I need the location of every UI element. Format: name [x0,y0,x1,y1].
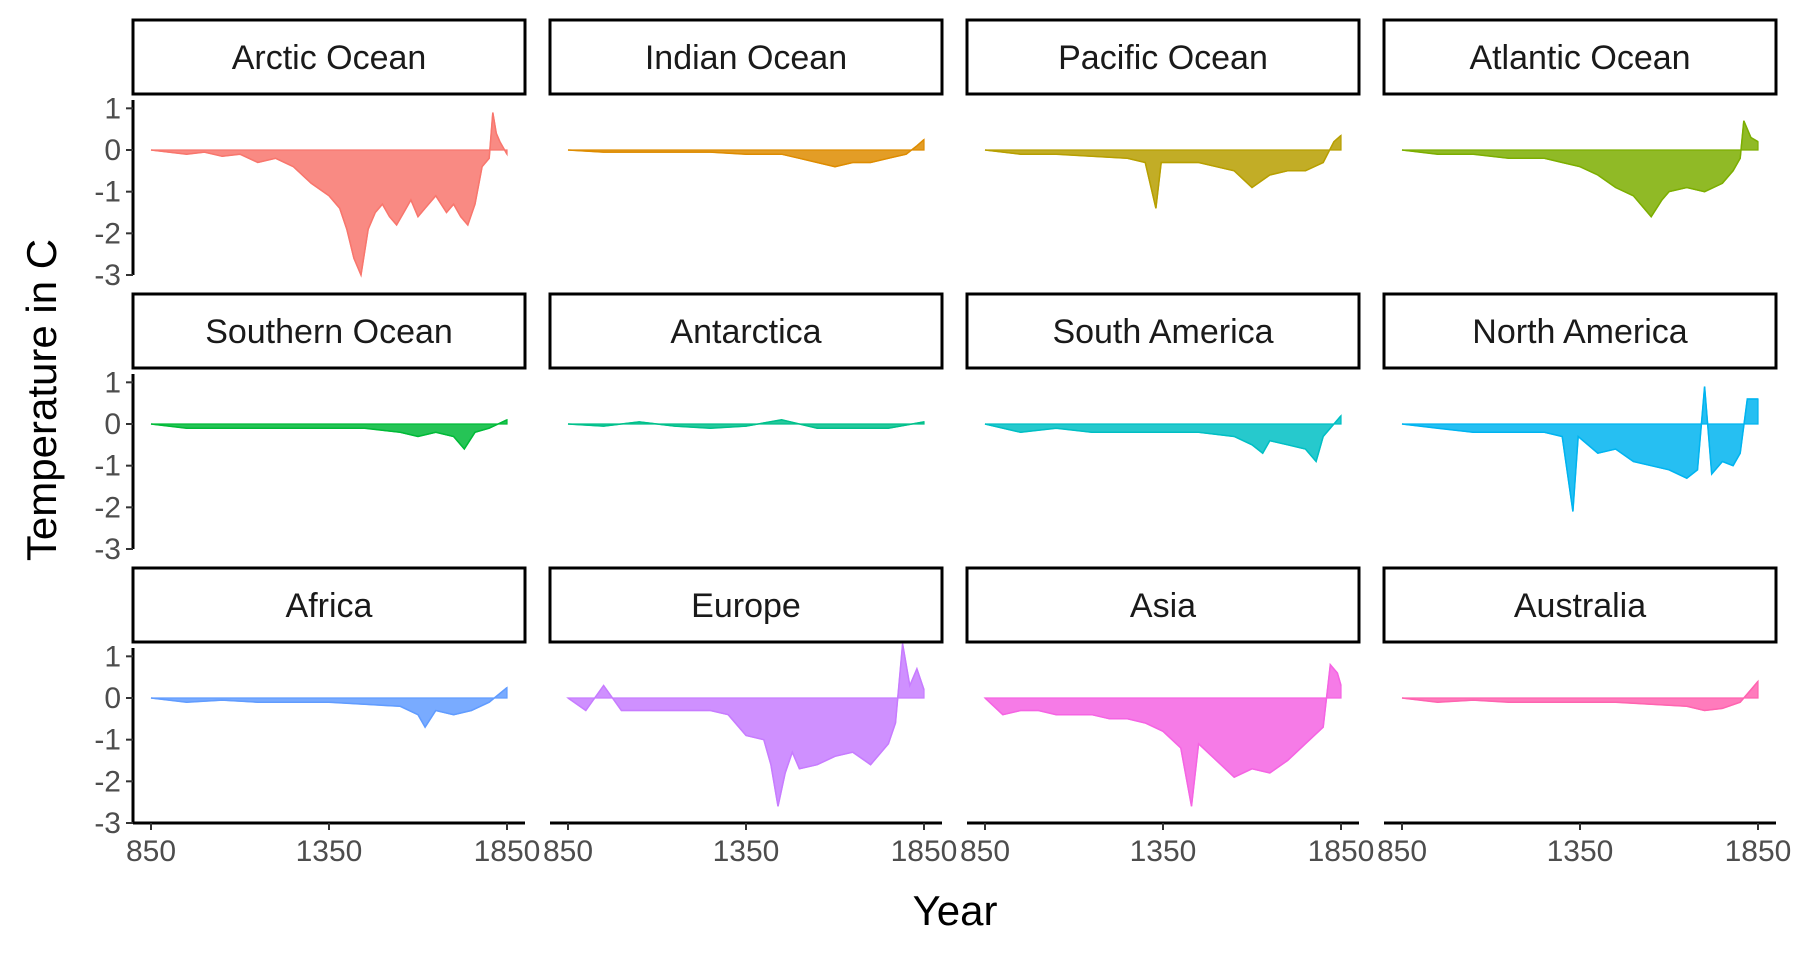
series-line-europe [567,643,925,807]
x-tick-label: 1350 [713,835,780,868]
x-tick-label: 1850 [1725,835,1792,868]
series-area-atlantic-ocean [1401,120,1759,218]
series-line-arctic-ocean [150,112,508,278]
facet-strip [1382,566,1778,644]
facet-strip-label: South America [1052,313,1273,351]
y-tick-label: 0 [104,682,121,715]
facet-pacific-ocean: Pacific Ocean [965,18,1361,209]
series-line-antarctica [567,419,925,429]
y-tick-label: -1 [94,176,121,209]
y-tick-label: -2 [94,217,121,250]
y-tick-label: 0 [104,408,121,441]
y-axis-title: Temperature in C [18,239,65,561]
series-area-asia [983,663,1342,807]
x-tick-label: 1350 [1130,835,1197,868]
facet-strip [965,566,1361,644]
facet-arctic-ocean: Arctic Ocean 1 0 -1 -2 -3 [94,18,527,292]
x-axis-title: Year [913,887,998,934]
x-tick-label: 1850 [1308,835,1375,868]
series-area-australia [1401,679,1759,712]
y-tick-label: 1 [104,366,121,399]
series-area-southern-ocean [150,418,508,451]
x-tick-label: 850 [1377,835,1427,868]
y-tick-label: 0 [104,134,121,167]
facet-antarctica: Antarctica [548,292,944,429]
series-line-south-america [984,415,1342,464]
series-line-asia [984,662,1342,807]
facet-strip-label: Africa [286,587,373,625]
facet-strip [548,566,944,644]
x-tick-label: 1350 [296,835,363,868]
facet-strip-label: Arctic Ocean [232,39,427,77]
series-line-indian-ocean [567,139,925,168]
y-tick-label: -3 [94,259,121,292]
x-tick-label: 850 [126,835,176,868]
facet-australia: Australia [1382,566,1778,712]
x-tick-label: 1350 [1547,835,1614,868]
facet-strip [965,18,1361,96]
series-line-north-america [1401,386,1758,512]
x-tick-label: 1850 [891,835,958,868]
facet-strip-label: Europe [691,587,801,625]
y-tick-label: 1 [104,640,121,673]
facet-southern-ocean: Southern Ocean 1 0 -1 -2 -3 [94,292,527,566]
y-tick-label: -3 [94,533,121,566]
facet-strip-label: North America [1472,313,1687,351]
y-tick-label: -1 [94,450,121,483]
facet-strip-label: Pacific Ocean [1058,39,1268,77]
facet-atlantic-ocean: Atlantic Ocean [1382,18,1778,218]
series-line-australia [1401,680,1759,712]
facet-strip-label: Atlantic Ocean [1469,39,1690,77]
facet-strip [1382,18,1778,96]
facet-indian-ocean: Indian Ocean [548,18,944,168]
series-area-africa [150,686,508,729]
series-area-europe [566,643,925,807]
facet-strip-label: Asia [1130,587,1196,625]
facet-strip [131,292,527,370]
series-area-north-america [1401,386,1759,512]
facet-strip-label: Indian Ocean [645,39,847,77]
facet-strip [965,292,1361,370]
series-line-africa [150,687,508,729]
series-line-atlantic-ocean [1401,120,1759,218]
x-tick-label: 1850 [474,835,541,868]
series-area-arctic-ocean [150,112,508,278]
x-tick-label: 850 [543,835,593,868]
series-area-pacific-ocean [984,134,1342,209]
facet-south-america: South America [965,292,1361,464]
facet-strip-label: Australia [1514,587,1646,625]
facet-strip [131,18,527,96]
facet-europe: Europe [548,566,944,807]
facet-strip [548,292,944,370]
series-line-southern-ocean [150,419,508,451]
facet-panels: Arctic Ocean 1 0 -1 -2 -3 Indian Ocean Pacific … [94,18,1778,840]
facet-strip [548,18,944,96]
x-axis-ticks: 850 1350 1850 850 1350 1850 850 1350 1850 850 1350… [126,821,1792,868]
facet-strip [131,566,527,644]
facet-asia: Asia [965,566,1361,807]
series-line-pacific-ocean [984,134,1342,209]
y-tick-label: 1 [104,92,121,125]
facet-north-america: North America [1382,292,1778,512]
facet-strip-label: Southern Ocean [205,313,453,351]
y-tick-label: -2 [94,491,121,524]
x-tick-label: 850 [960,835,1010,868]
series-area-south-america [984,414,1342,463]
facet-strip-label: Antarctica [670,313,821,351]
y-tick-label: -1 [94,724,121,757]
facet-strip [1382,292,1778,370]
y-tick-label: -2 [94,765,121,798]
facet-africa: Africa 1 0 -1 -2 -3 [94,566,527,840]
y-tick-label: -3 [94,807,121,840]
